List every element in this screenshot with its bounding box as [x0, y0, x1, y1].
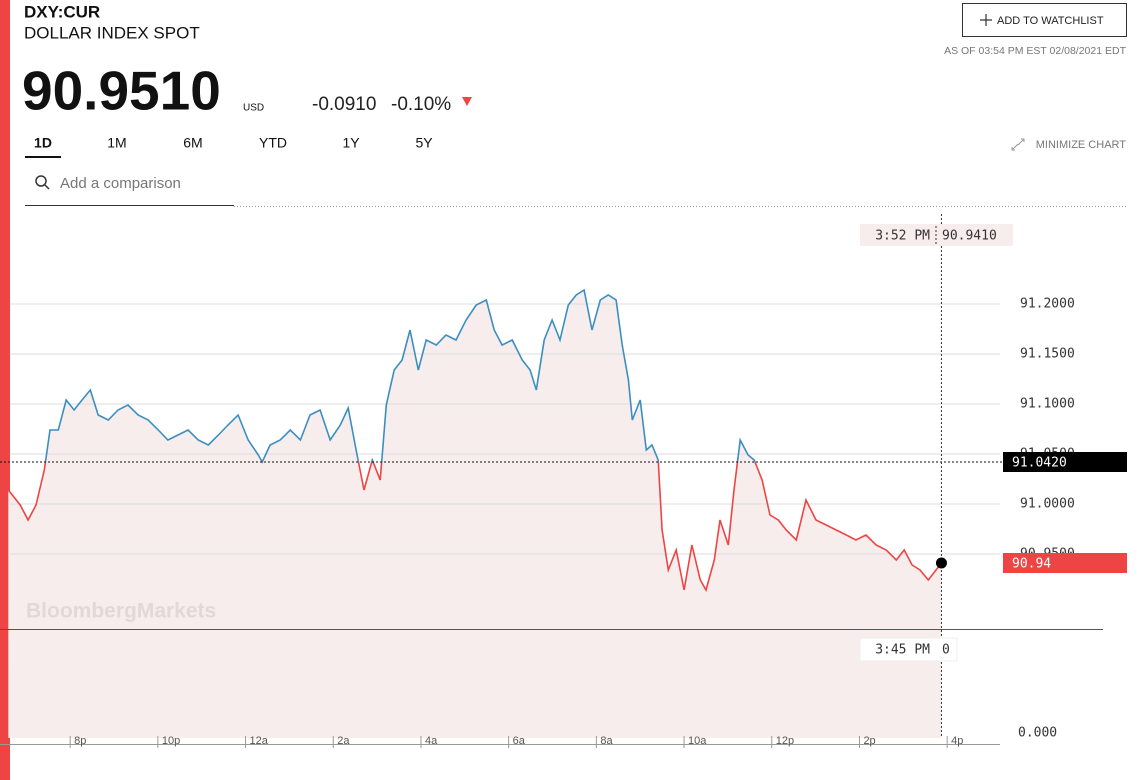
currency: USD	[243, 103, 264, 114]
tab-label: YTD	[259, 135, 287, 151]
x-tick-label: 4p	[951, 735, 963, 747]
x-tick-label: 8p	[74, 735, 86, 747]
minimize-chart[interactable]: MINIMIZE CHART	[1011, 138, 1127, 151]
down-arrow	[462, 97, 472, 106]
comparison-search[interactable]: Add a comparison	[25, 175, 234, 206]
last-price-label: 90.94	[1012, 557, 1051, 572]
x-tick-label: 2p	[863, 735, 875, 747]
minimize-label: MINIMIZE CHART	[1036, 139, 1127, 151]
x-tick-label: 10p	[162, 735, 180, 747]
volume-tick-label: 0.000	[1018, 726, 1057, 741]
price: 90.9510	[22, 60, 221, 122]
range-tab[interactable]: 1M	[107, 135, 126, 151]
volume-badge	[859, 637, 958, 662]
x-tick-label: 10a	[688, 735, 707, 747]
x-tick-label: 6a	[513, 735, 526, 747]
plus-icon	[980, 14, 992, 26]
range-tab[interactable]: 6M	[183, 135, 202, 151]
last-price-badge	[1003, 553, 1127, 573]
minimize-icon	[1011, 138, 1025, 151]
change: -0.0910	[312, 94, 376, 115]
price-area	[8, 290, 942, 738]
range-tab[interactable]: 5Y	[415, 135, 433, 151]
y-tick-label: 91.1000	[1020, 397, 1075, 412]
volume-time: 3:45 PM	[875, 643, 930, 658]
tab-label: 1M	[107, 135, 126, 151]
tab-label: 5Y	[415, 135, 433, 151]
x-tick-label: 4a	[425, 735, 438, 747]
side-bar	[0, 0, 10, 780]
x-tick-label: 2a	[337, 735, 350, 747]
tab-label: 1D	[34, 135, 52, 151]
watchlist-button[interactable]: ADD TO WATCHLIST	[962, 3, 1127, 37]
timestamp: AS OF 03:54 PM EST 02/08/2021 EDT	[944, 45, 1126, 57]
search-placeholder: Add a comparison	[60, 175, 181, 192]
search-icon	[35, 175, 47, 187]
range-tab[interactable]: 1Y	[342, 135, 360, 151]
previous-close-badge	[1003, 452, 1127, 472]
range-tabs: 1D 1M 6M YTD 1Y 5Y	[25, 135, 433, 158]
crosshair-dot	[935, 557, 947, 569]
watermark: BloombergMarkets	[26, 600, 216, 623]
y-tick-label: 91.2000	[1020, 297, 1075, 312]
price-chart: 90.950091.000091.050091.100091.150091.20…	[0, 214, 1127, 748]
x-tick-label: 8a	[600, 735, 613, 747]
button-label: ADD TO WATCHLIST	[997, 15, 1104, 27]
ticker: DXY:CUR	[24, 2, 100, 21]
tab-label: 1Y	[342, 135, 360, 151]
x-tick-label: 12a	[250, 735, 269, 747]
range-tab[interactable]: 1D	[25, 135, 61, 158]
tab-underline	[25, 156, 61, 158]
instrument-name: DOLLAR INDEX SPOT	[24, 23, 200, 42]
y-tick-label: 91.0000	[1020, 497, 1075, 512]
crosshair-time: 3:52 PM	[875, 229, 930, 244]
search-icon-handle	[44, 184, 50, 190]
x-tick-label: 12p	[776, 735, 794, 747]
tab-label: 6M	[183, 135, 202, 151]
change-pct: -0.10%	[391, 94, 451, 115]
range-tab[interactable]: YTD	[259, 135, 287, 151]
y-tick-label: 91.1500	[1020, 347, 1075, 362]
volume-value: 0	[942, 643, 950, 658]
price-line	[7, 288, 943, 593]
crosshair-value: 90.9410	[942, 229, 997, 244]
previous-close-label: 91.0420	[1012, 456, 1067, 471]
